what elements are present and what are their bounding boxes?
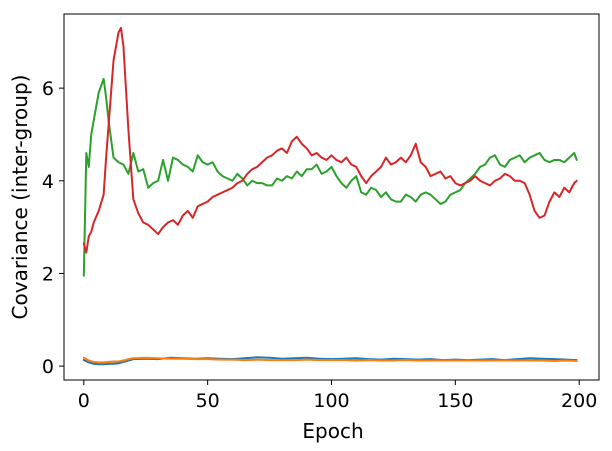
- x-tick-label: 0: [78, 390, 90, 412]
- y-tick-label: 4: [42, 171, 54, 193]
- axes-layer: 0 50 100 150 200 0 2 4 6: [42, 13, 600, 412]
- x-tick-label: 150: [437, 390, 473, 412]
- series-layer: [82, 26, 578, 366]
- series-line-2: [82, 356, 578, 364]
- x-tick-label: 100: [313, 390, 349, 412]
- y-tick-label: 2: [42, 263, 54, 285]
- y-axis-label: Covariance (inter-group): [8, 75, 32, 320]
- y-tick-label: 6: [42, 78, 54, 100]
- x-tick-label: 50: [196, 390, 220, 412]
- x-axis-label: Epoch: [302, 419, 363, 443]
- series-line-4: [82, 26, 578, 254]
- series-line-1: [82, 356, 578, 366]
- series-line-3: [82, 77, 578, 277]
- x-tick-label: 200: [561, 390, 597, 412]
- y-tick-label: 0: [42, 356, 54, 378]
- plot-frame: [63, 13, 600, 381]
